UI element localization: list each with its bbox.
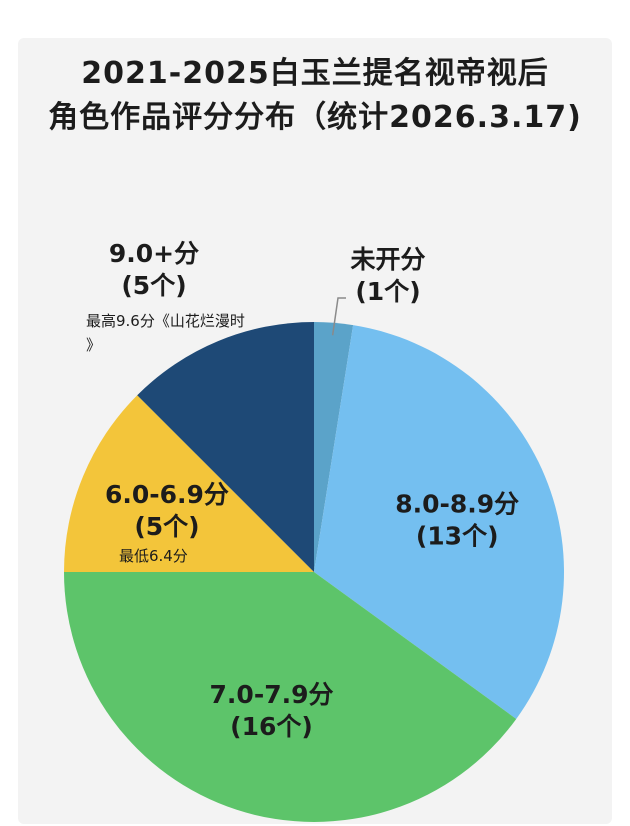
pie-slice [137, 322, 314, 572]
slice-range-label: 8.0-8.9分 [395, 490, 519, 519]
slice-count-label: (5个) [121, 271, 186, 300]
slice-count-label: (5个) [134, 512, 199, 541]
pie-slice [314, 325, 564, 719]
pie-labels: 未开分 (1个) 8.0-8.9分 (13个) 7.0-7.9分 (16个) 6.0-6.9… [86, 239, 519, 741]
pie-slice [64, 395, 314, 572]
slice-range-label: 9.0+分 [109, 239, 199, 268]
pie-slice [64, 572, 517, 823]
chart-title-line-2: 角色作品评分分布（统计2026.3.17) [48, 100, 582, 135]
chart-title-line-1: 2021-2025白玉兰提名视帝视后 [81, 56, 549, 91]
pie-slices [64, 322, 564, 823]
slice-range-label: 6.0-6.9分 [105, 480, 229, 509]
slice-range-label: 7.0-7.9分 [210, 680, 334, 709]
slice-range-label: 未开分 [350, 245, 425, 274]
slice-note: 最高9.6分《山花烂漫时 [86, 312, 245, 330]
slice-count-label: (1个) [355, 277, 420, 306]
callout-line [331, 297, 346, 336]
slice-note: 最低6.4分 [119, 547, 188, 565]
pie-callouts [331, 297, 346, 336]
slice-count-label: (13个) [416, 522, 499, 551]
slice-count-label: (16个) [230, 712, 313, 741]
slice-note: 》 [86, 336, 101, 354]
pie-slice [314, 322, 354, 572]
